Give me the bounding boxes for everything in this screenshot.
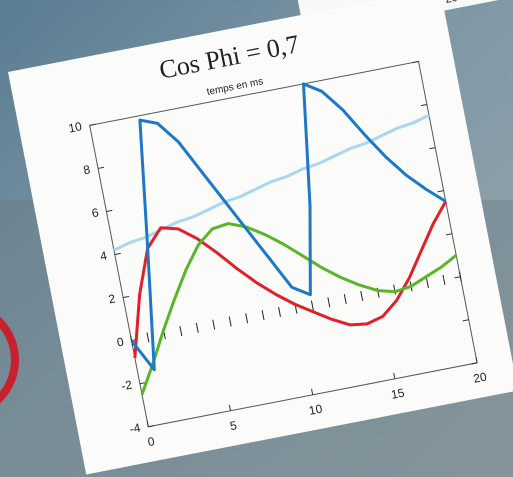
card-paper: [8, 0, 513, 474]
scene: 20 Cos Phi = 0,7 temps en ms -4-20246810…: [0, 0, 513, 477]
chart-card: Cos Phi = 0,7 temps en ms -4-20246810051…: [8, 0, 513, 474]
